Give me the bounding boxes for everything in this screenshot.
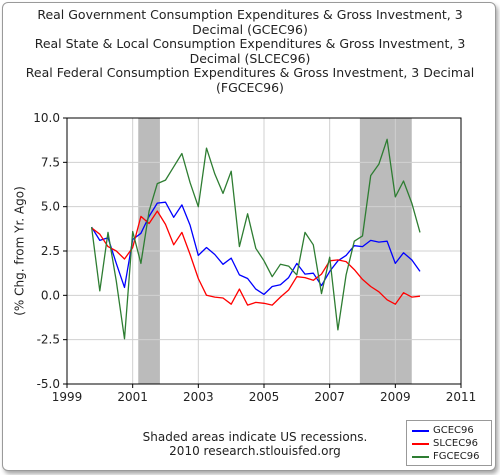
chart-frame bbox=[2, 2, 496, 471]
title-line: Real Federal Consumption Expenditures & … bbox=[25, 65, 475, 80]
legend-label: GCEC96 bbox=[433, 425, 474, 436]
title-line: Decimal (GCEC96) bbox=[192, 21, 308, 37]
legend-label: SLCEC96 bbox=[433, 438, 478, 449]
series-line-gcec96 bbox=[91, 201, 421, 296]
note-line: 2010 research.stlouisfed.org bbox=[169, 444, 341, 458]
legend-item: FGCEC96 bbox=[407, 450, 491, 463]
y-tick-label: 10.0 bbox=[33, 111, 60, 125]
note-line: Shaded areas indicate US recessions. bbox=[142, 430, 368, 444]
legend-item: GCEC96 bbox=[407, 424, 491, 437]
legend-swatch bbox=[412, 443, 429, 445]
x-tick-label: 2001 bbox=[117, 390, 148, 404]
legend: GCEC96 SLCEC96 FGCEC96 bbox=[406, 420, 492, 466]
x-tick-label: 2009 bbox=[380, 390, 411, 404]
legend-swatch bbox=[412, 430, 429, 432]
y-tick-label: 7.5 bbox=[41, 155, 60, 169]
legend-label: FGCEC96 bbox=[433, 451, 480, 462]
x-tick-label: 1999 bbox=[52, 390, 83, 404]
x-tick-label: 2005 bbox=[249, 390, 280, 404]
legend-item: SLCEC96 bbox=[407, 437, 491, 450]
x-tick-label: 2003 bbox=[183, 390, 214, 404]
y-axis-label: (% Chg. from Yr. Ago) bbox=[13, 186, 27, 316]
title-line: (FGCEC96) bbox=[216, 79, 284, 95]
chart-title: Real Government Consumption Expenditures… bbox=[0, 7, 500, 95]
title-line: Decimal (SLCEC96) bbox=[189, 50, 311, 66]
y-tick-label: -2.5 bbox=[37, 333, 60, 347]
gridlines-group bbox=[67, 118, 461, 384]
x-tick-label: 2011 bbox=[446, 390, 477, 404]
series-group bbox=[90, 138, 421, 340]
series-line-fgcec96 bbox=[90, 138, 421, 340]
y-tick-label: 2.5 bbox=[41, 244, 60, 258]
recession-note: Shaded areas indicate US recessions. 201… bbox=[100, 430, 410, 458]
y-tick-label: -5.0 bbox=[37, 377, 60, 391]
x-tick-label: 2007 bbox=[314, 390, 345, 404]
series-line-slcec96 bbox=[91, 210, 421, 306]
y-tick-label: 0.0 bbox=[41, 288, 60, 302]
title-line: Real Government Consumption Expenditures… bbox=[37, 7, 463, 22]
axis-ticks-group: -5.0 -2.5 0.0 2.5 5.0 7.5 10.0 1999 2001 2003 2005… bbox=[33, 111, 476, 404]
title-line: Real State & Local Consumption Expenditu… bbox=[34, 36, 466, 51]
y-tick-label: 5.0 bbox=[41, 200, 60, 214]
legend-swatch bbox=[412, 456, 429, 458]
